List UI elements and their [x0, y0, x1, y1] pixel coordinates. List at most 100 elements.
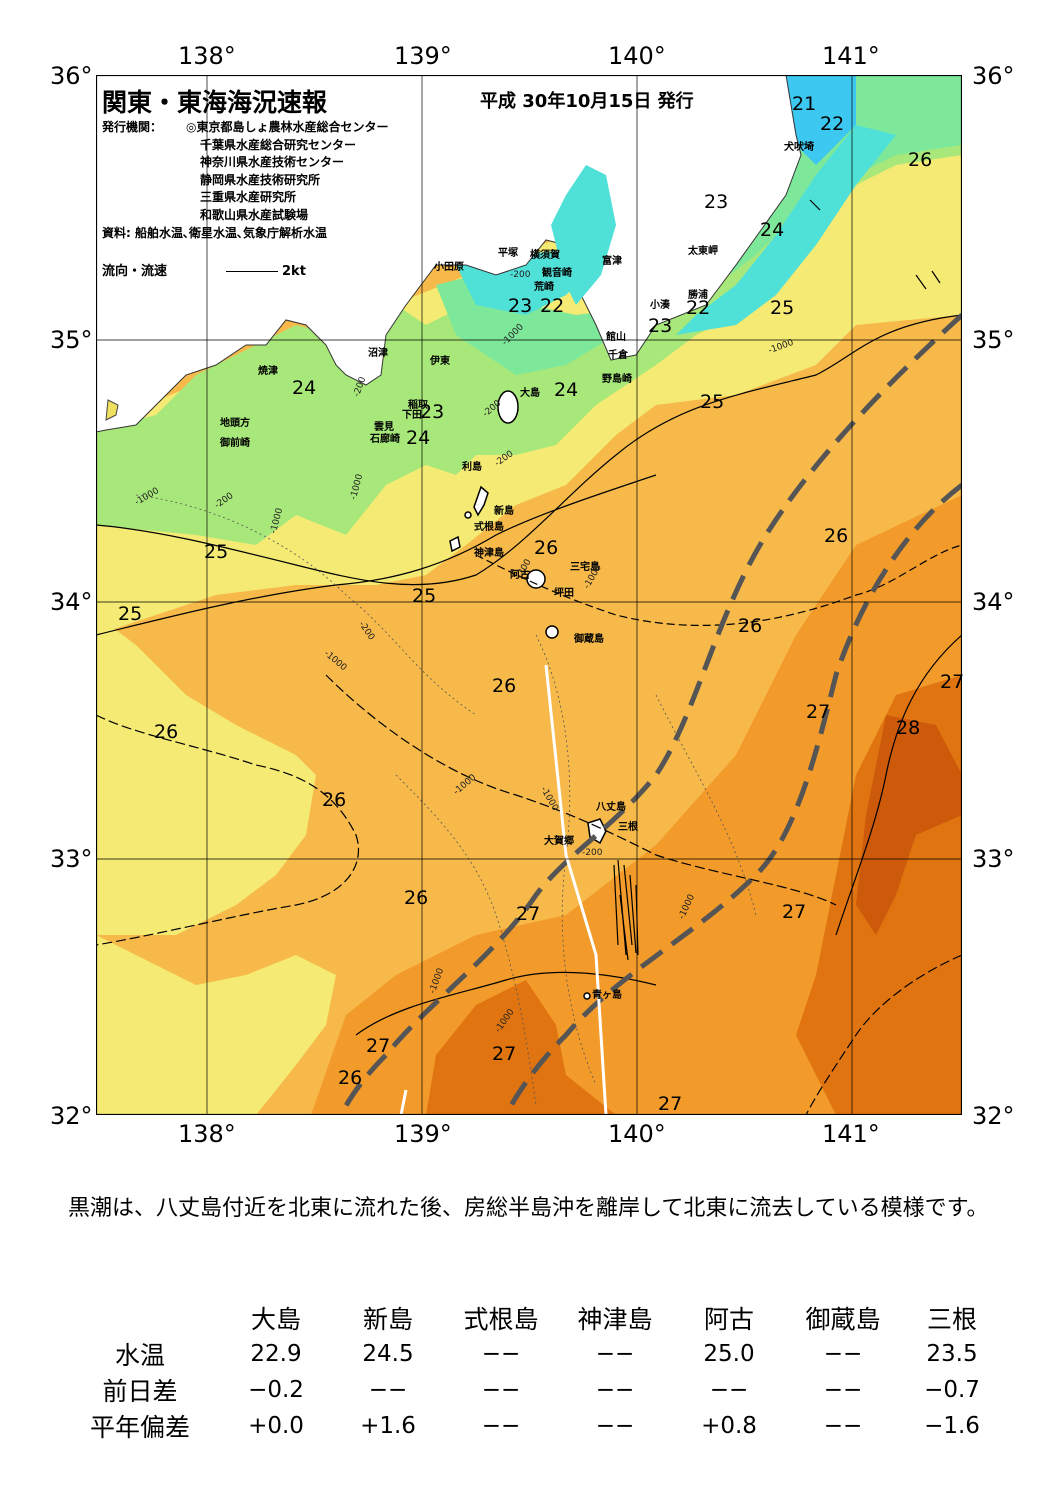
- place-label: 太東岬: [688, 246, 718, 257]
- isotherm-label: 26: [738, 615, 763, 637]
- row-label: 水温: [114, 1341, 165, 1370]
- place-label: 伊東: [430, 356, 450, 367]
- place-label: 石廊崎: [370, 434, 400, 445]
- table-corner: [60, 1300, 220, 1336]
- table-cell: −−: [823, 1413, 863, 1439]
- place-label: 犬吠埼: [784, 142, 814, 153]
- row-label: 前日差: [102, 1377, 178, 1406]
- isotherm-label: 24: [760, 219, 785, 241]
- isotherm-label: 22: [686, 297, 711, 319]
- table-cell: −−: [481, 1341, 521, 1367]
- ship-track: [544, 664, 608, 1115]
- place-label: 神津島: [474, 548, 504, 559]
- isotherm-label: 23: [704, 191, 729, 213]
- data-sources: 資料: 船舶水温､衛星水温､気象庁解析水温: [102, 226, 327, 240]
- sst-25-zone-west: [96, 615, 316, 935]
- place-label: 坪田: [554, 588, 574, 599]
- isotherm-label: 22: [540, 295, 565, 317]
- isotherm-label: 26: [534, 537, 559, 559]
- isotherm-label: 27: [940, 671, 965, 693]
- place-label: 下田: [402, 410, 422, 421]
- lon-tick-bottom: 140°: [608, 1120, 666, 1148]
- isotherm-label: 25: [770, 297, 795, 319]
- sst-25-zone-southwest: [96, 935, 336, 1115]
- isotherm-label: 26: [404, 887, 429, 909]
- lat-tick-right: 35°: [972, 326, 1015, 354]
- place-label: 千倉: [608, 350, 628, 361]
- table-cell: −−: [595, 1413, 635, 1439]
- lat-tick-right: 33°: [972, 845, 1015, 873]
- agency-item: 三重県水産研究所: [200, 190, 297, 204]
- sst-22-zone-ne: [676, 125, 896, 335]
- table-cell: −−: [481, 1377, 521, 1403]
- isotherm-label: 23: [508, 295, 533, 317]
- current-vectors: [613, 199, 941, 961]
- column-header: 新島: [362, 1305, 413, 1334]
- table-cell: −−: [823, 1341, 863, 1367]
- place-label: 八丈島: [596, 802, 626, 813]
- column-header: 式根島: [463, 1305, 539, 1334]
- lat-tick-left: 36°: [50, 62, 93, 90]
- isotherm-label: 27: [806, 701, 831, 723]
- legend-arrow: [226, 271, 278, 272]
- island-mikurajima: [545, 625, 559, 639]
- table-cell: −−: [709, 1377, 749, 1403]
- place-label: 稲取: [408, 400, 428, 411]
- place-label: 焼津: [258, 366, 278, 377]
- row-label: 平年偏差: [89, 1413, 190, 1442]
- agency-item: ◎東京都島しょ農林水産総合センター: [186, 120, 389, 134]
- table-cell: −−: [595, 1341, 635, 1367]
- isotherm-label: 22: [820, 113, 845, 135]
- isotherm-label: 26: [824, 525, 849, 547]
- sst-24-zone: [96, 75, 962, 545]
- isotherm-label: 21: [792, 93, 817, 115]
- place-label: 富津: [602, 256, 622, 267]
- island-niijima: [473, 485, 489, 517]
- lat-tick-left: 33°: [50, 845, 93, 873]
- lat-tick-left: 32°: [50, 1102, 93, 1130]
- island-miyakejima: [526, 569, 546, 589]
- isotherm-label: 24: [406, 427, 431, 449]
- lat-tick-right: 36°: [972, 62, 1015, 90]
- isotherm-label: 24: [292, 377, 317, 399]
- table-cell: 22.9: [250, 1341, 302, 1367]
- place-label: 横須賀: [530, 250, 560, 261]
- isotherm-label: 26: [908, 149, 933, 171]
- lon-tick-bottom: 141°: [822, 1120, 880, 1148]
- sst-27-zone: [311, 495, 962, 1115]
- isotherm-label: 25: [118, 603, 143, 625]
- island-kozushima: [449, 535, 461, 553]
- graticule: [96, 75, 962, 1115]
- legend-label: 流向・流速: [102, 264, 168, 279]
- isotherm-label: 25: [700, 391, 725, 413]
- column-header: 御蔵島: [805, 1305, 881, 1334]
- lat-tick-right: 32°: [972, 1102, 1015, 1130]
- isotherm-label: 26: [492, 675, 517, 697]
- table-cell: −−: [595, 1377, 635, 1403]
- place-label: 大賀郷: [544, 836, 574, 847]
- place-label: 勝浦: [688, 290, 708, 301]
- isotherm-label: 27: [516, 903, 541, 925]
- depth-label: -200: [582, 848, 603, 858]
- commentary: 黒潮は、八丈島付近を北東に流れた後、房総半島沖を離岸して北東に流去している模様で…: [46, 1196, 989, 1221]
- place-label: 三根: [618, 822, 638, 833]
- column-header: 三根: [926, 1305, 977, 1334]
- table-header-row: 大島 新島 式根島 神津島 阿古 御蔵島 三根: [60, 1300, 1004, 1336]
- lat-tick-left: 34°: [50, 588, 93, 616]
- place-label: 大島: [520, 388, 540, 399]
- isotherm-label: 24: [554, 379, 579, 401]
- place-label: 三宅島: [570, 562, 600, 573]
- table-cell: −−: [481, 1413, 521, 1439]
- column-header: 神津島: [577, 1305, 653, 1334]
- place-label: 荒崎: [534, 282, 554, 293]
- isotherm-label: 27: [782, 901, 807, 923]
- isotherm-label: 26: [154, 721, 179, 743]
- sst-28-zone-south: [426, 980, 616, 1115]
- lon-tick-top: 139°: [394, 42, 452, 70]
- table-cell: −0.2: [248, 1377, 304, 1403]
- place-label: 野島崎: [602, 374, 632, 385]
- place-label: 雲見: [374, 422, 394, 433]
- sst-29-zone-east: [856, 715, 962, 935]
- issue-date: 平成 30年10月15日 発行: [480, 91, 694, 112]
- lon-tick-bottom: 139°: [394, 1120, 452, 1148]
